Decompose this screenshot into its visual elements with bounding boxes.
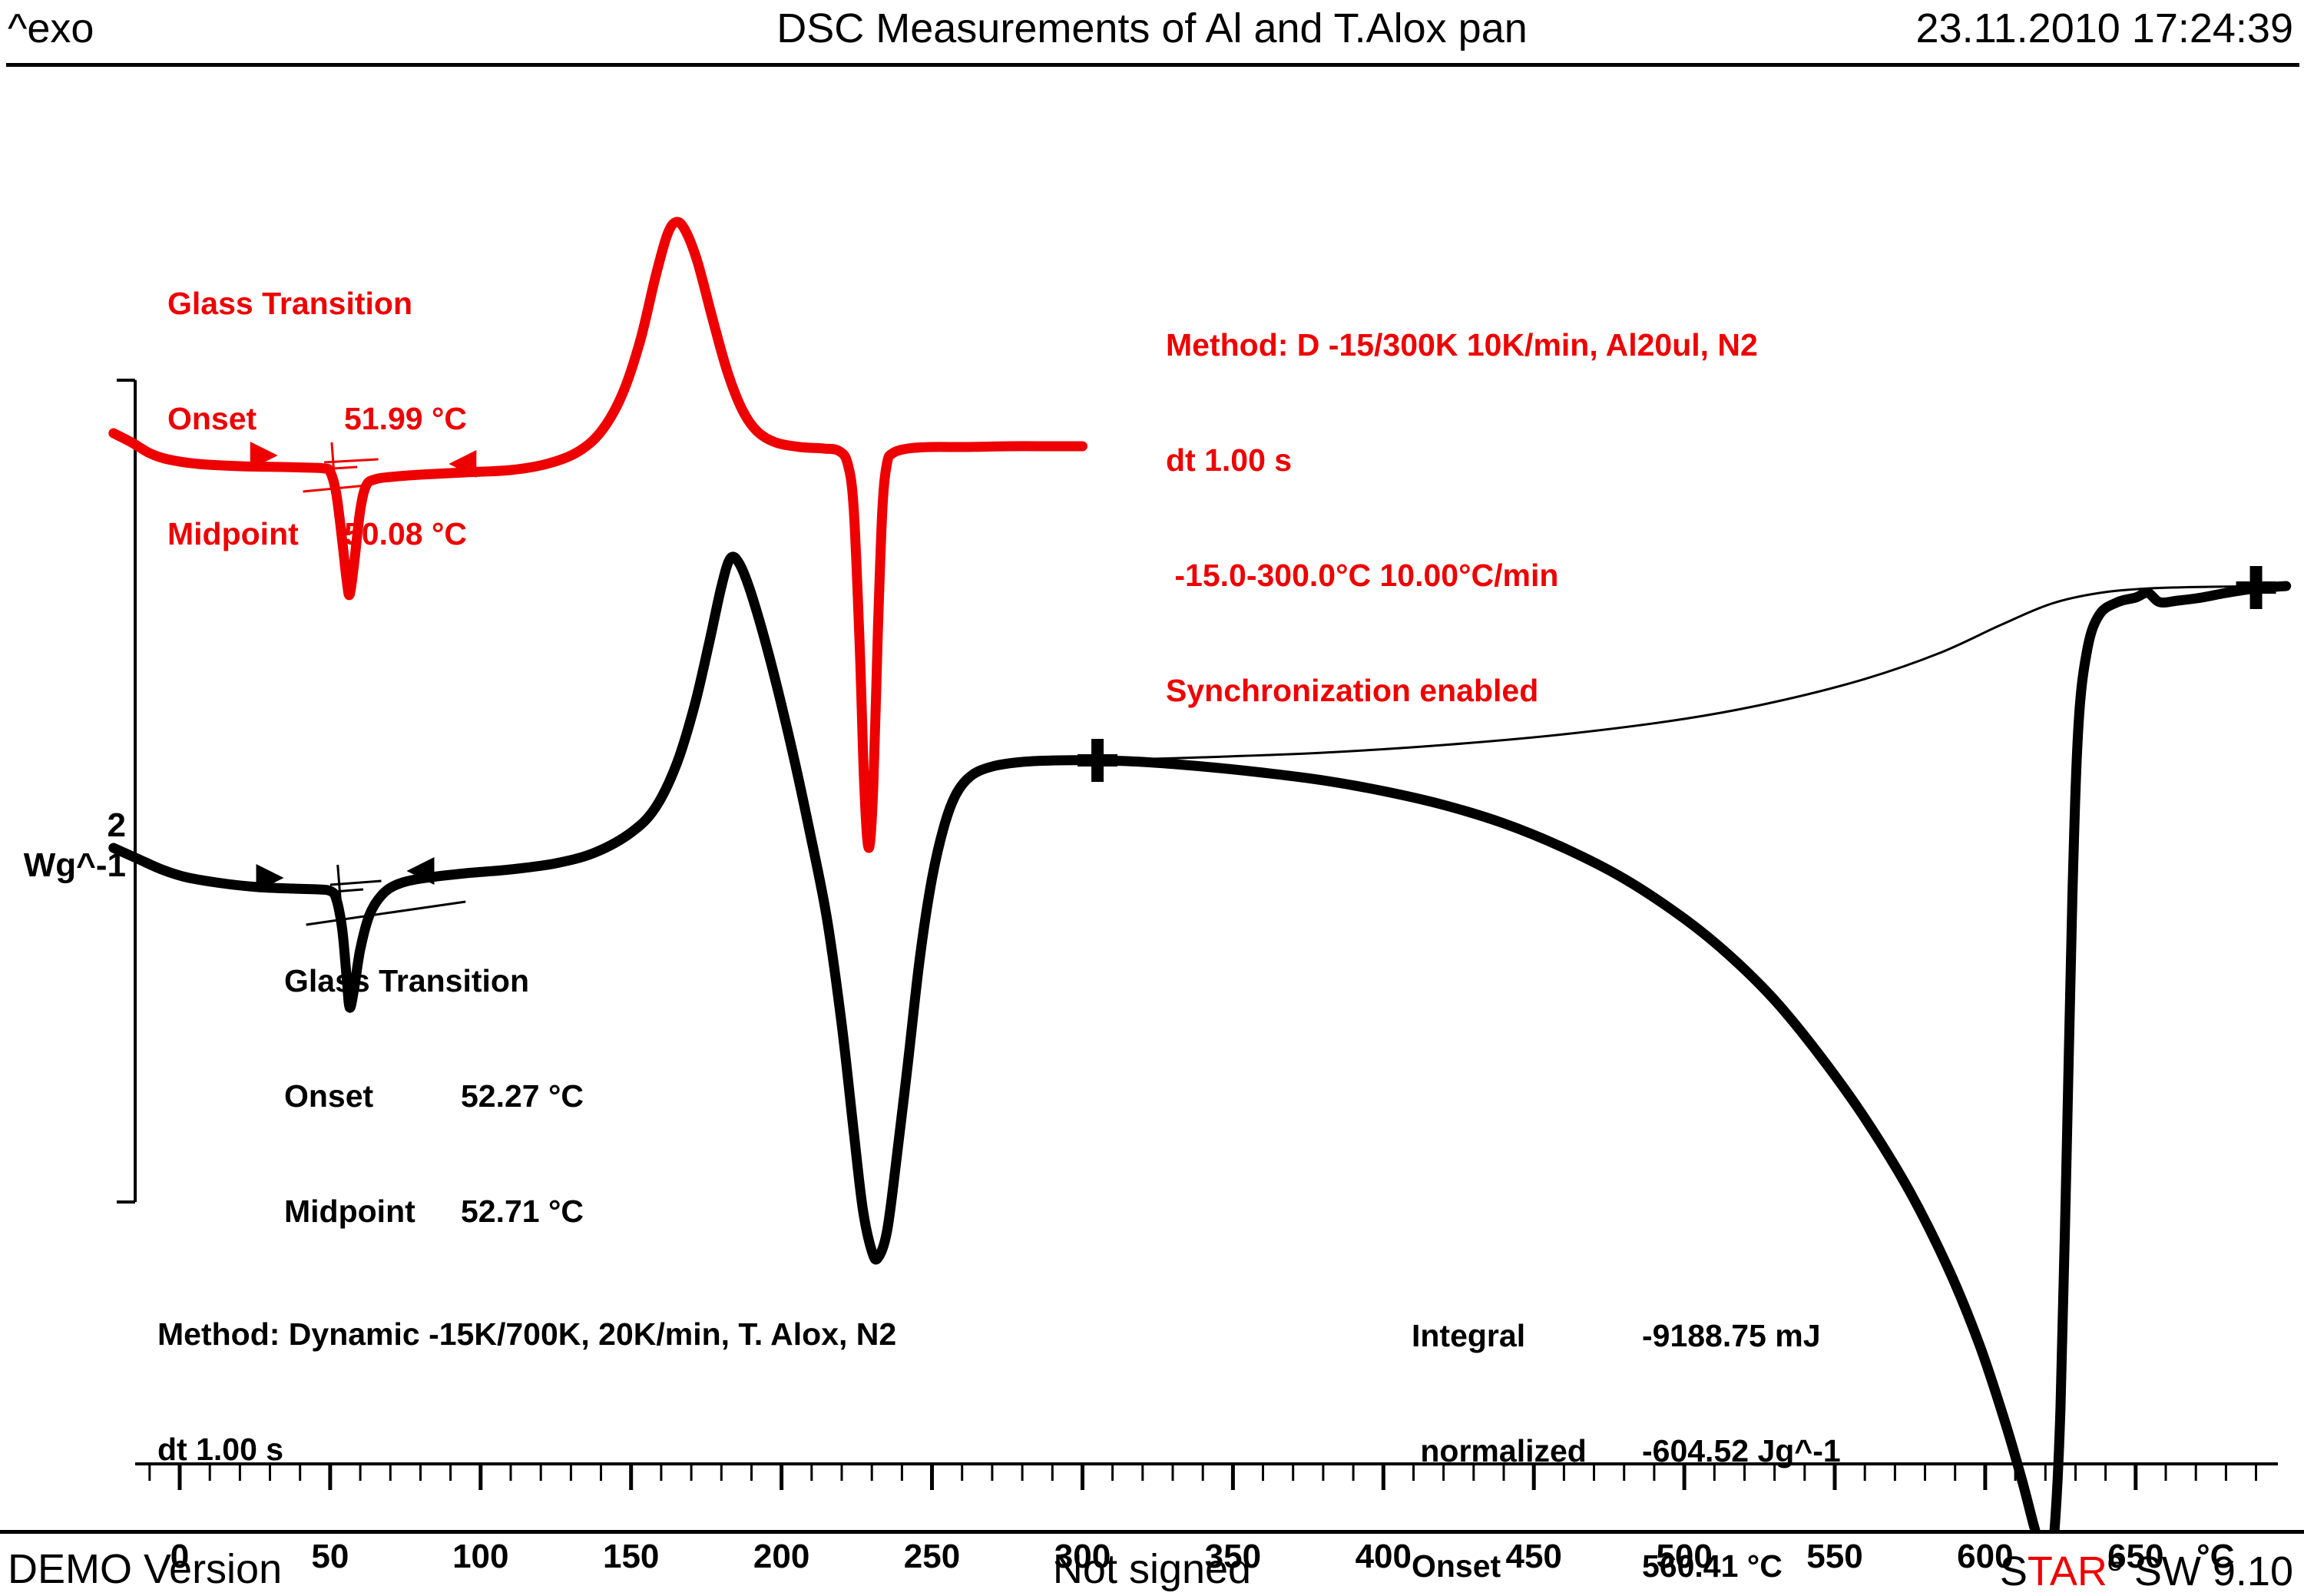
black-gt-title: Glass Transition — [284, 963, 529, 998]
x-axis-unit-label: °C — [2196, 1538, 2235, 1575]
dsc-curve-black — [108, 551, 2292, 1530]
red-method-line2: dt 1.00 s — [1166, 442, 1293, 478]
integral-baseline-curve — [1097, 584, 2286, 762]
black-method-annotation: Method: Dynamic -15K/700K, 20K/min, T. A… — [157, 1238, 896, 1545]
direction-arrow — [449, 450, 477, 478]
limit-marker-305[interactable] — [1078, 739, 1118, 782]
y-axis-scale-label: 2 Wg^-1 — [11, 806, 126, 886]
red-method-annotation: Method: D -15/300K 10K/min, Al20ul, N2 d… — [1166, 249, 1758, 786]
x-tick-250: 250 — [903, 1538, 961, 1575]
integral-result-annotation: Integral -9188.75 mJ normalized -604.52 Jg… — [1412, 1240, 1841, 1596]
limit-marker-690[interactable] — [2236, 566, 2276, 609]
software-superscript: e — [2107, 1545, 2123, 1577]
red-method-line3: -15.0-300.0°C 10.00°C/min — [1166, 558, 1559, 593]
software-prefix: S — [1999, 1548, 2028, 1594]
software-version-label: STARe SW 9.10 — [2000, 1545, 2293, 1595]
y-scale-bar — [117, 379, 137, 1204]
red-gt-onset-label: Onset — [167, 401, 257, 436]
red-gt-onset-value: 51.99 °C — [344, 401, 467, 436]
page-title: DSC Measurements of Al and T.Alox pan — [776, 5, 1528, 51]
red-method-line1: Method: D -15/300K 10K/min, Al20ul, N2 — [1166, 327, 1758, 363]
x-tick-450: 450 — [1505, 1538, 1562, 1575]
x-tick-400: 400 — [1355, 1538, 1412, 1575]
direction-arrow — [250, 442, 278, 469]
signature-status-label: Not signed — [1052, 1546, 1252, 1592]
software-brand-accent: TAR — [2027, 1548, 2107, 1594]
x-tick-350: 350 — [1204, 1538, 1262, 1575]
y-axis-value: 2 — [107, 806, 126, 844]
dsc-curves-svg — [108, 217, 2292, 1530]
software-suffix: SW 9.10 — [2122, 1548, 2293, 1594]
x-tick-50: 50 — [311, 1538, 349, 1575]
integral-normalized-value: -604.52 Jg^-1 — [1642, 1433, 1841, 1469]
x-tick-500: 500 — [1656, 1538, 1713, 1575]
red-gt-title: Glass Transition — [167, 286, 412, 321]
x-tick-550: 550 — [1806, 1538, 1863, 1575]
integral-onset-label: Onset — [1412, 1548, 1501, 1584]
chart-plot-area[interactable]: 0 50 100 150 200 250 300 350 400 450 500 550 600 650 … — [0, 65, 2304, 1584]
x-tick-300: 300 — [1054, 1538, 1111, 1575]
x-tick-100: 100 — [452, 1538, 509, 1575]
x-axis-ticks — [148, 1464, 2257, 1490]
x-tick-150: 150 — [602, 1538, 660, 1575]
x-tick-0: 0 — [170, 1538, 190, 1575]
x-tick-650: 650 — [2107, 1538, 2164, 1575]
black-method-line1: Method: Dynamic -15K/700K, 20K/min, T. A… — [157, 1316, 897, 1352]
red-method-line4: Synchronization enabled — [1166, 673, 1539, 708]
integral-label: Integral — [1412, 1318, 1526, 1353]
measurement-datetime: 23.11.2010 17:24:39 — [1915, 5, 2293, 51]
black-method-line2: dt 1.00 s — [157, 1432, 284, 1467]
integral-limit-markers[interactable] — [1078, 566, 2276, 782]
x-tick-200: 200 — [753, 1538, 810, 1575]
integral-normalized-label: normalized — [1412, 1433, 1587, 1469]
black-gt-onset-value: 52.27 °C — [461, 1078, 584, 1114]
demo-version-label: DEMO Version — [8, 1546, 283, 1592]
direction-arrow — [256, 864, 284, 892]
exo-direction-label: ^exo — [8, 5, 94, 51]
integral-onset-value: 560.41 °C — [1642, 1548, 1783, 1584]
footer-divider — [0, 1530, 2304, 1534]
black-glass-transition-annotation: Glass Transition Onset 52.27 °C Midpoint 5… — [284, 885, 584, 1307]
red-gt-midpoint-value: 50.08 °C — [344, 516, 467, 551]
direction-arrow — [406, 857, 435, 885]
red-gt-midpoint-label: Midpoint — [167, 516, 299, 551]
page-header: ^exo DSC Measurements of Al and T.Alox p… — [0, 0, 2304, 65]
y-axis-unit: Wg^-1 — [23, 846, 126, 884]
integral-value: -9188.75 mJ — [1642, 1318, 1821, 1353]
black-gt-onset-label: Onset — [284, 1078, 374, 1114]
x-axis — [135, 1462, 2278, 1490]
black-gt-midpoint-label: Midpoint — [284, 1194, 415, 1229]
black-gt-midpoint-value: 52.71 °C — [461, 1194, 584, 1229]
red-glass-transition-annotation: Glass Transition Onset 51.99 °C Midpoint 5… — [167, 207, 467, 630]
x-tick-600: 600 — [1957, 1538, 2014, 1575]
header-divider — [6, 63, 2299, 67]
curve-direction-arrows — [250, 442, 477, 892]
dsc-curve-red — [108, 217, 1087, 853]
